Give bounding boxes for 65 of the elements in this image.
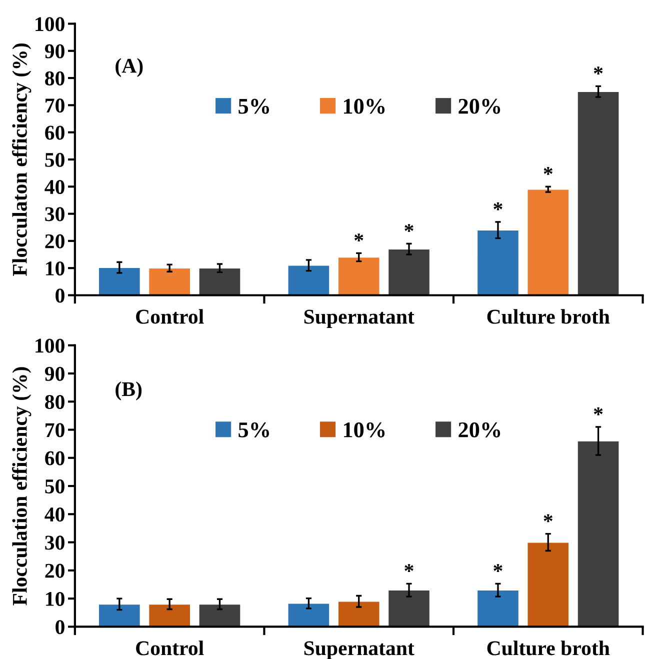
bar <box>476 230 520 296</box>
bar <box>287 264 330 296</box>
y-tick-label: 50 <box>45 152 64 167</box>
y-tick-label: 60 <box>45 126 64 140</box>
data-label: * <box>494 202 502 210</box>
data-label: * <box>544 167 552 175</box>
bar <box>388 248 430 296</box>
x-tick-label: Control <box>136 309 204 324</box>
y-tick-label: 50 <box>45 479 64 494</box>
x-tick-label: Supernatant <box>304 641 414 659</box>
data-label: * <box>354 234 364 242</box>
bar <box>526 542 570 627</box>
bar <box>98 604 141 627</box>
bar <box>476 590 520 627</box>
bar <box>388 590 430 627</box>
y-tick-label: 90 <box>44 366 64 381</box>
legend-label: 20% <box>458 422 500 438</box>
data-label: * <box>404 224 414 232</box>
y-tick-label: 30 <box>45 207 64 222</box>
data-label: * <box>594 66 603 74</box>
y-tick-label: 80 <box>45 71 64 86</box>
legend-label: 10% <box>344 98 385 114</box>
legend-label: 20% <box>458 98 500 114</box>
bar <box>198 268 241 296</box>
y-tick-label: 0 <box>56 288 64 303</box>
y-tick-label: 0 <box>56 620 64 634</box>
bar <box>577 91 620 296</box>
x-tick-label: Culture broth <box>487 309 610 324</box>
bar <box>148 604 191 627</box>
bar <box>148 268 191 296</box>
y-tick-label: 30 <box>45 536 64 550</box>
bar <box>198 604 241 627</box>
y-tick-label: 40 <box>44 180 64 194</box>
data-label: * <box>594 407 603 416</box>
legend-label: 10% <box>344 422 385 438</box>
bar <box>287 602 330 627</box>
y-tick-label: 40 <box>44 508 64 522</box>
y-tick-label: 100 <box>36 17 64 32</box>
x-tick-label: Control <box>136 640 204 656</box>
data-label: * <box>404 564 414 572</box>
annotation: (B) <box>116 382 142 400</box>
bar <box>338 600 380 627</box>
legend-label: 5% <box>238 98 269 114</box>
y-axis-title: Flocculaton efficiency (%) <box>12 44 32 276</box>
y-tick-label: 70 <box>46 98 64 113</box>
y-tick-label: 10 <box>46 261 64 276</box>
y-tick-label: 60 <box>45 451 64 466</box>
x-tick-label: Culture broth <box>487 640 610 656</box>
y-tick-label: 70 <box>46 423 64 438</box>
data-label: * <box>494 564 502 572</box>
y-tick-label: 90 <box>44 44 64 58</box>
y-axis-title: Flocculation efficiency (%) <box>12 367 32 606</box>
x-tick-label: Supernatant <box>304 310 414 328</box>
annotation: (A) <box>116 58 143 78</box>
bar <box>98 267 141 296</box>
bar <box>526 188 570 296</box>
bar <box>338 256 380 296</box>
y-tick-label: 20 <box>45 564 64 578</box>
y-tick-label: 100 <box>36 338 64 353</box>
bar <box>577 440 620 627</box>
data-label: * <box>544 514 552 522</box>
y-tick-label: 10 <box>46 592 64 606</box>
y-tick-label: 80 <box>45 394 64 410</box>
y-tick-label: 20 <box>45 234 64 248</box>
legend-label: 5% <box>238 422 269 438</box>
